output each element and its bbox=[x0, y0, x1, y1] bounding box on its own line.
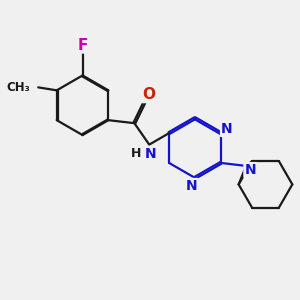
Text: N: N bbox=[244, 163, 256, 177]
Text: N: N bbox=[186, 179, 198, 193]
Text: N: N bbox=[221, 122, 232, 136]
Text: F: F bbox=[77, 38, 88, 52]
Text: N: N bbox=[144, 147, 156, 160]
Text: O: O bbox=[142, 87, 155, 102]
Text: H: H bbox=[131, 147, 142, 160]
Text: CH₃: CH₃ bbox=[7, 81, 30, 94]
